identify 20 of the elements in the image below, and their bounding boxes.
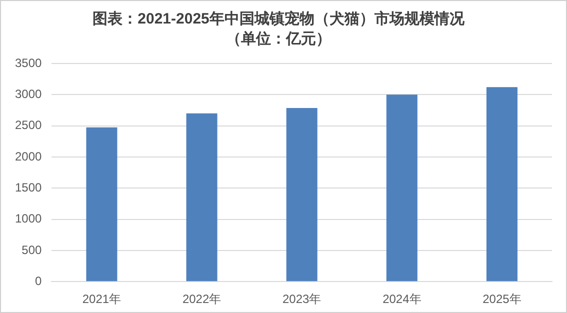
bar [186, 113, 218, 282]
y-tick-label: 3500 [14, 56, 42, 70]
y-tick-label: 1500 [14, 180, 42, 194]
x-tick-label: 2025年 [482, 292, 522, 306]
chart-title: 图表：2021-2025年中国城镇宠物（犬猫）市场规模情况 [92, 9, 466, 28]
x-tick-label: 2022年 [182, 292, 222, 306]
x-tick-label: 2023年 [282, 292, 322, 306]
y-tick-label: 2500 [14, 118, 42, 132]
bar [286, 108, 318, 282]
x-tick-label: 2021年 [82, 292, 122, 306]
y-tick-label: 3000 [14, 86, 42, 101]
y-tick-label: 0 [35, 274, 42, 288]
x-tick-label: 2024年 [382, 292, 422, 306]
y-tick-label: 500 [22, 242, 42, 257]
bar [86, 127, 118, 282]
y-tick-label: 1000 [14, 212, 42, 226]
chart-subtitle: （单位：亿元） [226, 30, 331, 48]
y-tick-label: 2000 [14, 149, 42, 164]
bar [386, 94, 418, 282]
bar [486, 87, 518, 282]
